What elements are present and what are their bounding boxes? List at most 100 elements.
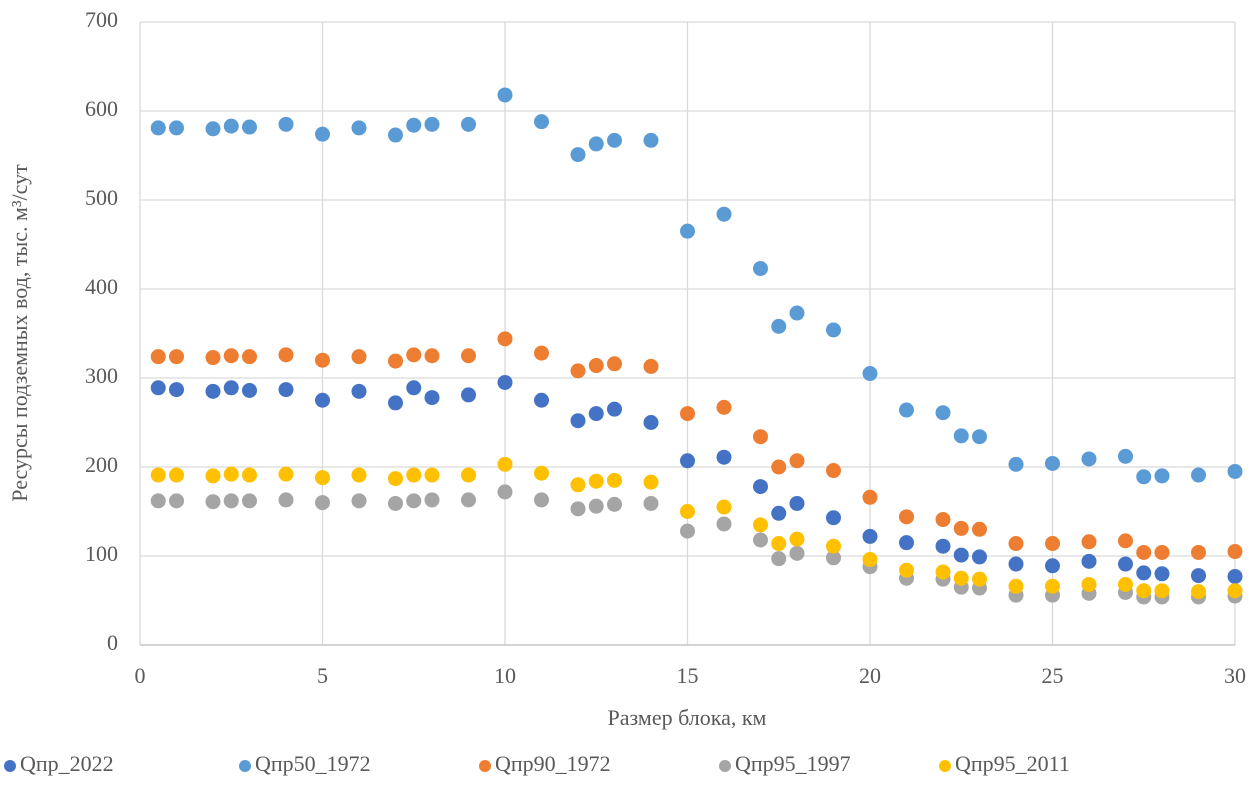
point <box>424 492 440 508</box>
point <box>680 523 695 539</box>
point <box>1136 544 1152 560</box>
point <box>351 493 367 509</box>
point <box>315 352 330 368</box>
point <box>1008 578 1024 594</box>
point <box>223 118 239 134</box>
point <box>953 570 969 586</box>
point <box>424 390 440 406</box>
point <box>278 492 294 508</box>
x-tick-label: 10 <box>494 663 516 688</box>
point <box>497 331 513 347</box>
point <box>953 428 969 444</box>
point <box>315 495 330 511</box>
point <box>388 353 403 369</box>
point <box>771 505 787 521</box>
point <box>1045 536 1060 552</box>
point <box>150 467 166 483</box>
y-tick-label: 400 <box>85 274 118 299</box>
y-tick-label: 600 <box>85 96 118 121</box>
point <box>169 120 184 136</box>
point <box>935 512 951 528</box>
point <box>223 493 239 509</box>
point <box>826 550 841 566</box>
legend-label: Qпр90_1972 <box>495 751 611 776</box>
point <box>1136 565 1152 581</box>
point <box>424 467 440 483</box>
point <box>588 358 604 374</box>
legend-label: Qпр_2022 <box>20 751 114 776</box>
point <box>351 120 367 136</box>
point <box>150 380 166 396</box>
point <box>242 493 257 509</box>
point <box>1227 463 1243 479</box>
point <box>150 493 166 509</box>
point <box>935 564 951 580</box>
point <box>753 261 768 277</box>
point <box>1045 578 1060 594</box>
y-tick-label: 500 <box>85 185 118 210</box>
point <box>424 348 440 364</box>
x-tick-label: 20 <box>859 663 881 688</box>
point <box>1136 583 1152 599</box>
point <box>534 114 549 130</box>
point <box>534 392 549 408</box>
point <box>972 521 987 537</box>
x-axis-title: Размер блока, км <box>608 705 767 730</box>
x-tick-label: 30 <box>1224 663 1246 688</box>
y-tick-label: 200 <box>85 452 118 477</box>
point <box>1118 576 1133 592</box>
point <box>406 493 422 509</box>
legend-label: Qпр50_1972 <box>255 751 371 776</box>
point <box>953 520 969 536</box>
point <box>607 496 622 512</box>
point <box>205 350 221 366</box>
point <box>899 562 914 578</box>
point <box>169 382 184 398</box>
legend-marker <box>939 760 951 772</box>
point <box>899 509 914 525</box>
point <box>826 510 841 526</box>
point <box>461 348 476 364</box>
point <box>789 453 805 469</box>
point <box>1191 544 1206 560</box>
point <box>1118 448 1133 464</box>
point <box>497 456 513 472</box>
point <box>789 305 805 321</box>
point <box>223 348 239 364</box>
legend-marker <box>239 760 251 772</box>
point <box>351 383 367 399</box>
point <box>205 383 221 399</box>
point <box>588 136 604 152</box>
y-tick-label: 300 <box>85 363 118 388</box>
point <box>771 551 787 567</box>
point <box>789 495 805 511</box>
legend-marker <box>4 760 16 772</box>
point <box>953 547 969 563</box>
point <box>1154 583 1170 599</box>
point <box>716 206 732 222</box>
point <box>223 380 239 396</box>
point <box>1081 553 1097 569</box>
point <box>278 466 294 482</box>
point <box>771 318 787 334</box>
point <box>534 345 549 361</box>
point <box>753 429 768 445</box>
point <box>862 552 878 568</box>
point <box>1045 558 1060 574</box>
point <box>205 468 221 484</box>
point <box>1118 556 1133 572</box>
point <box>862 528 878 544</box>
point <box>899 535 914 551</box>
point <box>935 405 951 421</box>
point <box>242 349 257 365</box>
point <box>1154 566 1170 582</box>
y-tick-label: 0 <box>107 630 118 655</box>
point <box>424 116 440 132</box>
point <box>862 489 878 505</box>
point <box>771 536 787 552</box>
point <box>588 406 604 422</box>
point <box>771 459 787 475</box>
point <box>351 467 367 483</box>
point <box>570 413 586 429</box>
point <box>1045 455 1060 471</box>
